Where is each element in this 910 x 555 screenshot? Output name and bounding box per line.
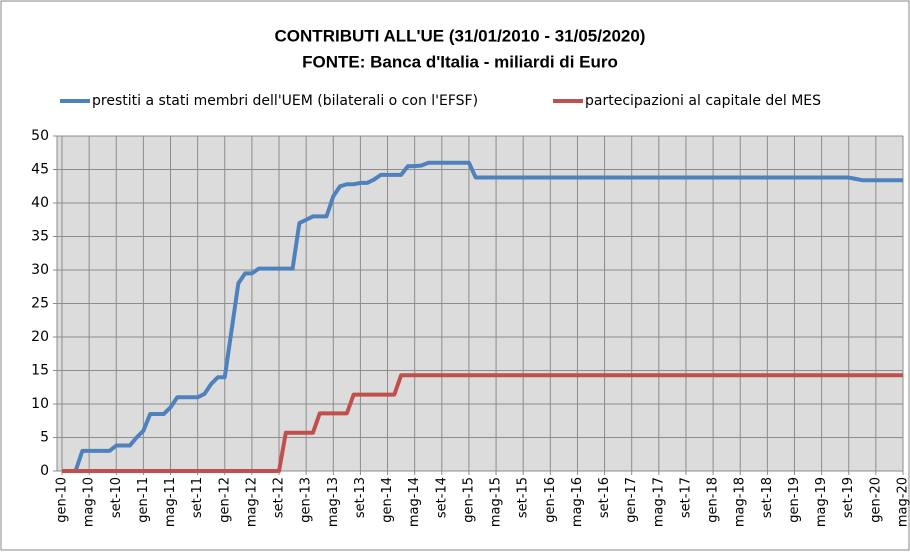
x-tick-label: mag-10 xyxy=(82,477,97,527)
chart-subtitle: FONTE: Banca d'Italia - miliardi di Euro xyxy=(302,52,618,71)
x-tick-label: set-11 xyxy=(190,477,205,518)
y-tick-label: 0 xyxy=(40,463,49,479)
x-tick-label: gen-20 xyxy=(868,477,883,523)
x-tick-label: set-19 xyxy=(841,477,856,518)
x-tick-label: mag-12 xyxy=(244,477,259,527)
x-tick-label: mag-16 xyxy=(570,477,585,527)
y-tick-label: 50 xyxy=(31,128,49,144)
x-tick-label: gen-16 xyxy=(543,477,558,523)
x-tick-label: gen-19 xyxy=(787,477,802,523)
x-tick-label: set-10 xyxy=(109,477,124,518)
x-tick-label: gen-11 xyxy=(136,477,151,523)
y-tick-label: 5 xyxy=(40,430,49,446)
x-tick-label: set-14 xyxy=(434,477,449,518)
x-tick-label: gen-10 xyxy=(55,477,70,523)
y-tick-label: 20 xyxy=(31,329,49,345)
x-tick-label: mag-20 xyxy=(896,477,910,527)
x-tick-label: gen-17 xyxy=(624,477,639,523)
y-tick-label: 45 xyxy=(31,162,49,178)
x-tick-label: mag-18 xyxy=(733,477,748,527)
x-tick-label: mag-11 xyxy=(163,477,178,527)
legend-label: partecipazioni al capitale del MES xyxy=(585,93,821,109)
x-tick-label: set-18 xyxy=(760,477,775,518)
x-tick-label: mag-13 xyxy=(326,477,341,527)
x-tick-label: set-17 xyxy=(678,477,693,518)
y-tick-label: 35 xyxy=(31,229,49,245)
chart-title: CONTRIBUTI ALL'UE (31/01/2010 - 31/05/20… xyxy=(275,26,646,45)
x-tick-label: gen-14 xyxy=(380,477,395,523)
x-tick-label: set-15 xyxy=(516,477,531,518)
legend-label: prestiti a stati membri dell'UEM (bilate… xyxy=(92,93,478,109)
x-tick-label: set-12 xyxy=(272,477,287,518)
x-tick-label: mag-15 xyxy=(489,477,504,527)
y-tick-label: 40 xyxy=(31,195,49,211)
x-tick-label: gen-18 xyxy=(706,477,721,523)
x-tick-label: set-13 xyxy=(353,477,368,518)
y-tick-label: 10 xyxy=(31,396,49,412)
x-tick-label: mag-19 xyxy=(814,477,829,527)
x-tick-label: set-16 xyxy=(597,477,612,518)
x-tick-label: mag-14 xyxy=(407,477,422,527)
x-tick-label: mag-17 xyxy=(651,477,666,527)
x-tick-label: gen-13 xyxy=(299,477,314,523)
x-tick-label: gen-12 xyxy=(217,477,232,523)
y-tick-label: 25 xyxy=(31,296,49,312)
y-tick-label: 30 xyxy=(31,262,49,278)
y-tick-label: 15 xyxy=(31,363,49,379)
x-tick-label: gen-15 xyxy=(461,477,476,523)
